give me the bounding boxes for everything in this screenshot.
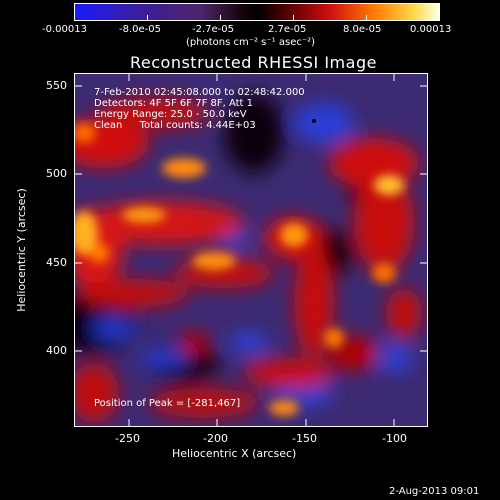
colorbar-units: (photons cm⁻² s⁻¹ asec⁻²) (186, 37, 316, 48)
x-tick-label: -150 (292, 432, 317, 445)
colorbar-tick-label: 0.00013 (410, 24, 452, 35)
method-text: Clean (94, 120, 123, 131)
y-tick-label: 450 (46, 256, 67, 269)
colorbar (74, 3, 440, 21)
footer-date: 2-Aug-2013 09:01 (389, 486, 480, 497)
plot-title: Reconstructed RHESSI Image (130, 53, 377, 72)
energy-range-text: Energy Range: 25.0 - 50.0 keV (94, 109, 247, 120)
y-tick-label: 550 (46, 79, 67, 92)
x-tick-label: -100 (382, 432, 407, 445)
method-counts-line: Clean Total counts: 4.44E+03 (94, 120, 305, 131)
colorbar-tick-label: 8.0e-05 (343, 24, 382, 35)
peak-position-text: Position of Peak = [-281,467] (94, 398, 241, 409)
time-range-text: 7-Feb-2010 02:45:08.000 to 02:48:42.000 (94, 87, 305, 98)
colorbar-tick-label: -8.0e-05 (119, 24, 161, 35)
y-axis-label: Heliocentric Y (arcsec) (15, 188, 28, 312)
counts-text: Total counts: 4.44E+03 (139, 120, 256, 131)
y-tick-label: 400 (46, 344, 67, 357)
colorbar-tick-label: -0.00013 (42, 24, 87, 35)
y-tick-label: 500 (46, 167, 67, 180)
colorbar-tick-label: -2.7e-05 (192, 24, 234, 35)
x-tick-label: -250 (115, 432, 140, 445)
detectors-text: Detectors: 4F 5F 6F 7F 8F, Att 1 (94, 98, 254, 109)
x-tick-label: -200 (203, 432, 228, 445)
rhessi-image (74, 73, 428, 427)
x-axis-label: Heliocentric X (arcsec) (172, 447, 297, 460)
colorbar-tick-label: 2.7e-05 (268, 24, 307, 35)
observation-info: 7-Feb-2010 02:45:08.000 to 02:48:42.000 … (94, 87, 305, 131)
